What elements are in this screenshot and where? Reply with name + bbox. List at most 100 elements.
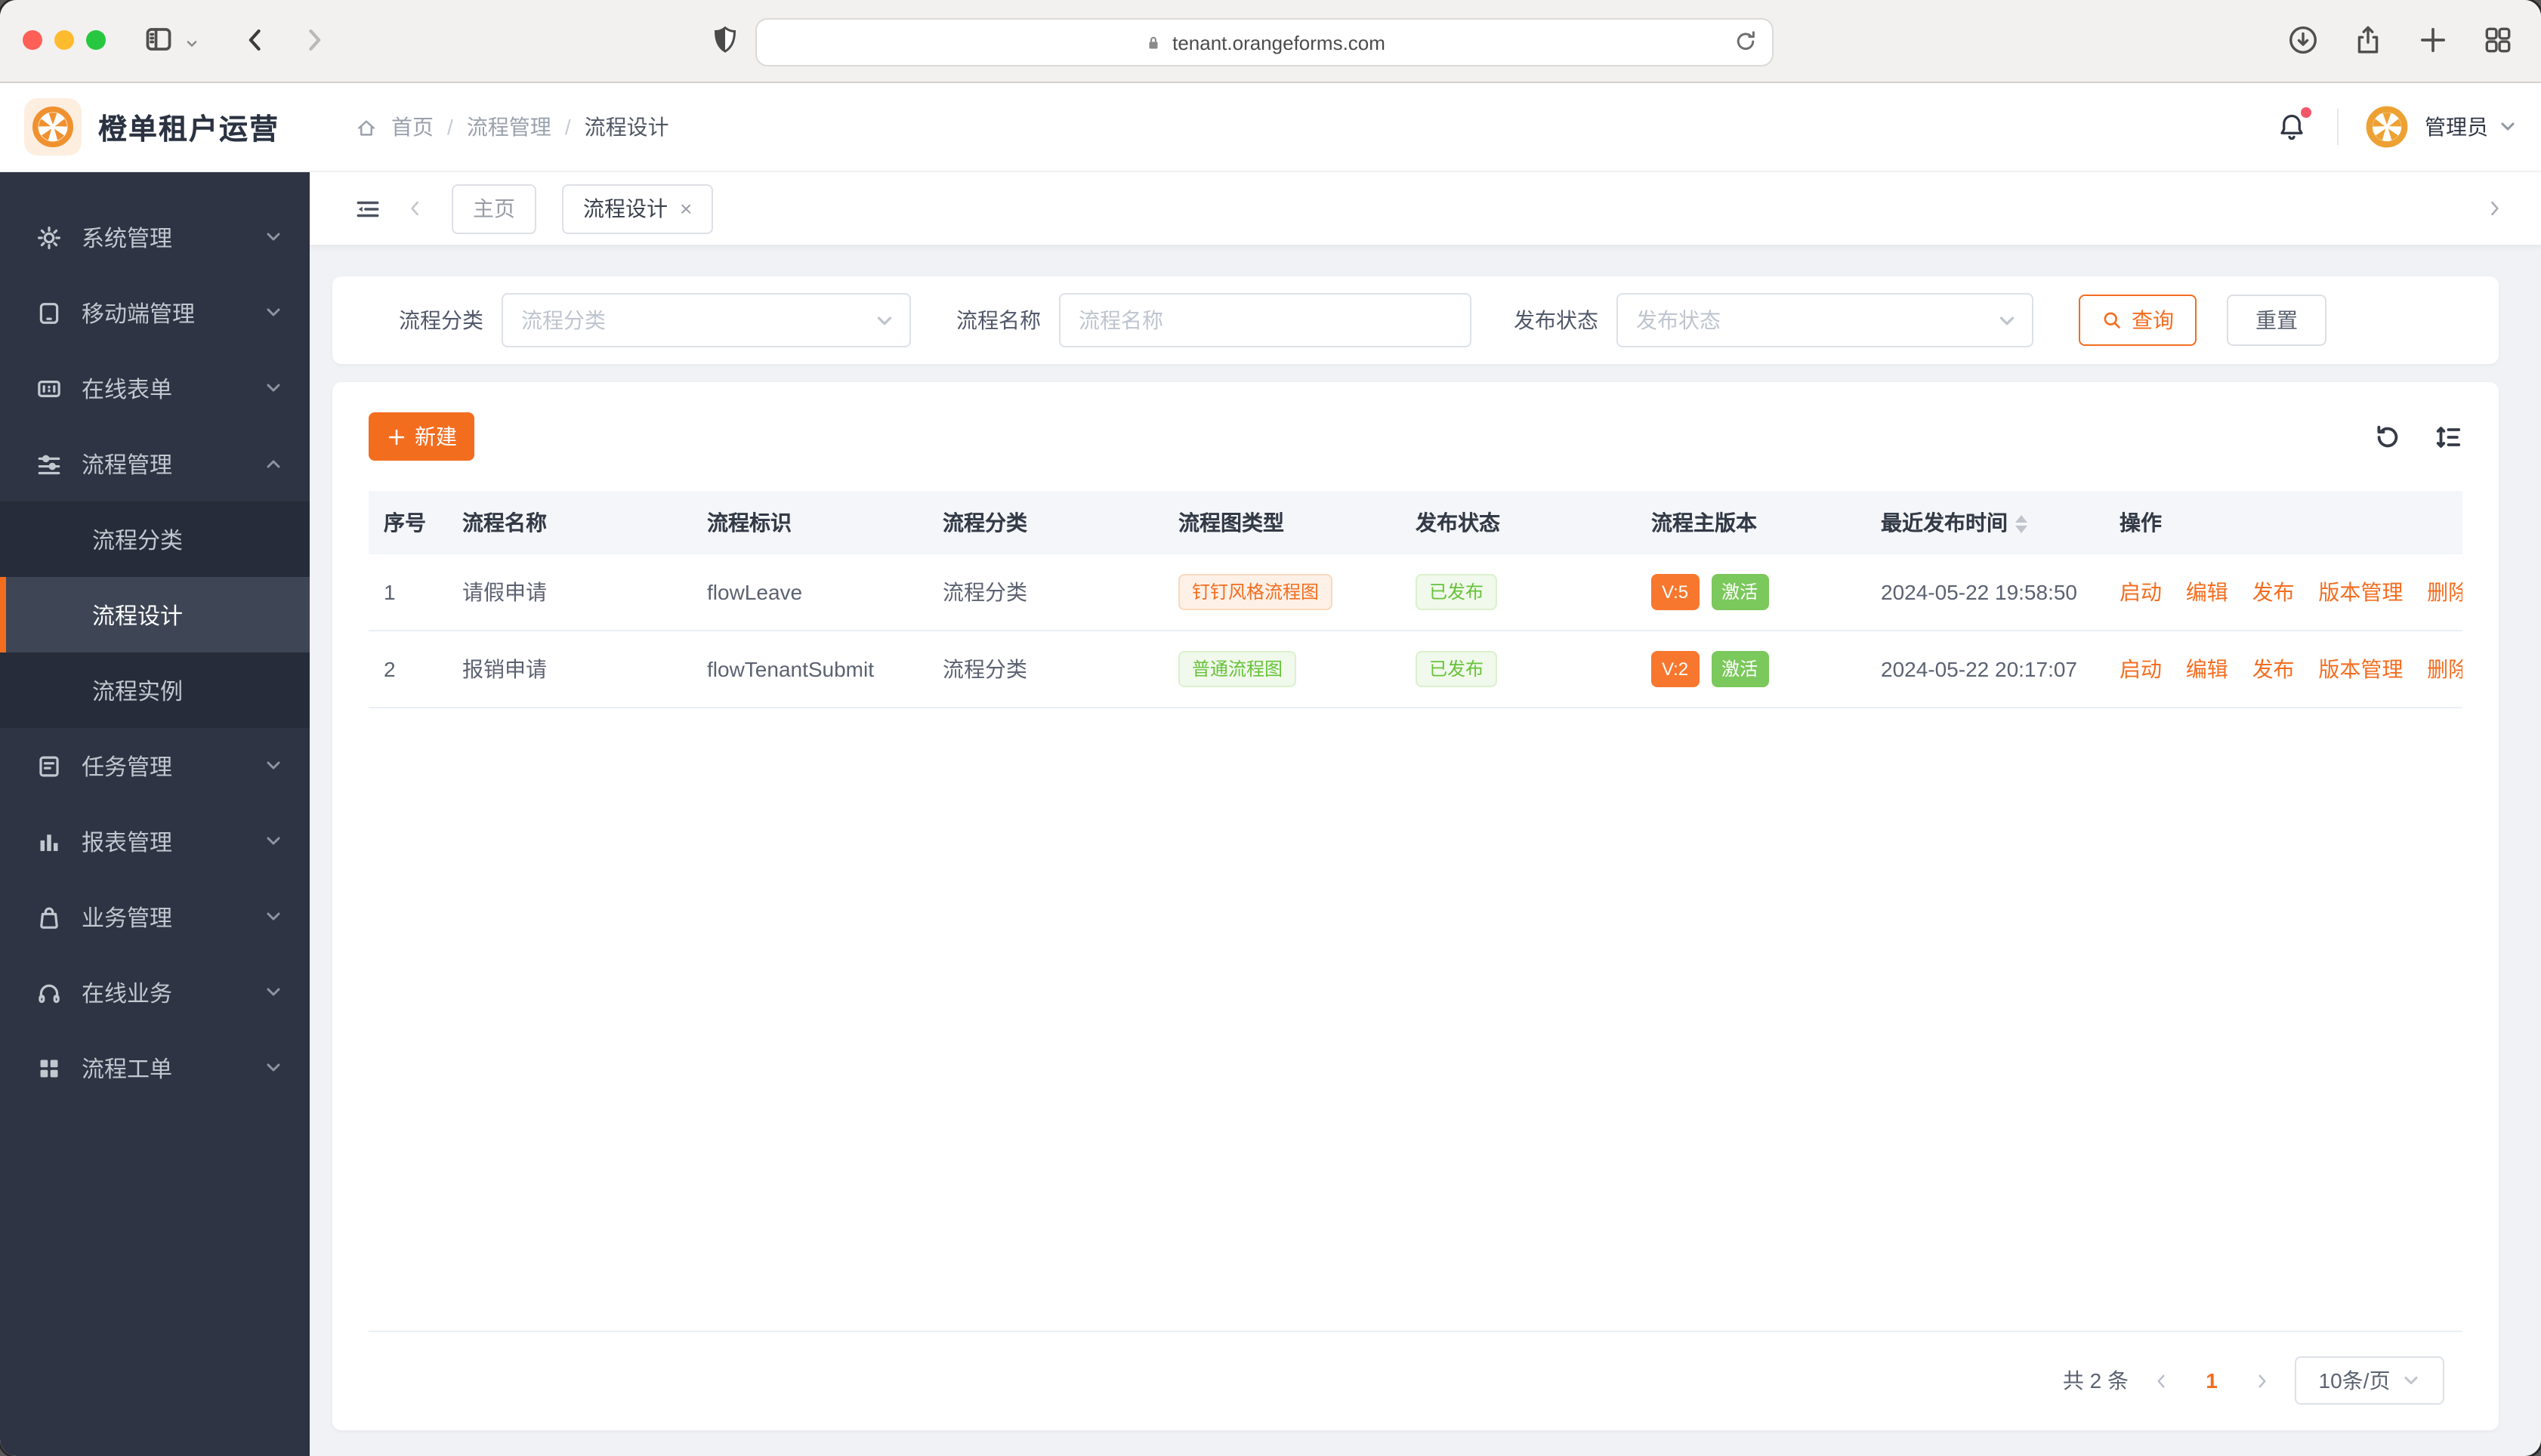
table-card: 新建 [332, 382, 2499, 1430]
url-text: tenant.orangeforms.com [1172, 31, 1385, 54]
sidebar-item-report-mgmt[interactable]: 报表管理 [0, 804, 310, 879]
version-tag: V:2 [1651, 651, 1700, 687]
sort-carets-icon[interactable] [2015, 515, 2027, 534]
version-status-tag: 激活 [1711, 574, 1769, 610]
sidebar-item-online-forms[interactable]: 在线表单 [0, 350, 310, 426]
close-tab-icon[interactable]: × [680, 196, 693, 221]
app-title: 橙单租户运营 [98, 114, 280, 146]
avatar[interactable] [2364, 104, 2410, 150]
tab-overview-icon[interactable] [2482, 24, 2514, 56]
category-select[interactable]: 流程分类 [502, 293, 911, 347]
sidebar-item-business-mgmt[interactable]: 业务管理 [0, 879, 310, 955]
action-delete[interactable]: 删除 [2427, 657, 2462, 681]
content-area: 流程分类 流程分类 流程名称 发布状态 发布状态 [310, 245, 2541, 1456]
action-start[interactable]: 启动 [2120, 580, 2162, 604]
col-diagram-type: 流程图类型 [1163, 491, 1400, 554]
sidebar-item-flow-instance[interactable]: 流程实例 [92, 679, 184, 705]
home-icon [358, 119, 375, 135]
filter-name-label: 流程名称 [956, 308, 1041, 332]
new-tab-icon[interactable] [2417, 24, 2449, 56]
sidebar-item-system-mgmt[interactable]: 系统管理 [0, 199, 310, 275]
plus-icon [387, 428, 404, 445]
breadcrumb-flow-mgmt[interactable]: 流程管理 [466, 115, 551, 139]
headset-icon [39, 983, 60, 1003]
action-version-mgmt[interactable]: 版本管理 [2318, 657, 2404, 681]
publish-status-select[interactable]: 发布状态 [1616, 293, 2033, 347]
filter-status-label: 发布状态 [1514, 308, 1598, 332]
prev-page-icon[interactable] [2151, 1371, 2171, 1390]
query-button[interactable]: 查询 [2079, 295, 2197, 346]
action-edit[interactable]: 编辑 [2185, 657, 2228, 681]
chevron-down-icon [267, 233, 280, 241]
tab-group-chevron-icon[interactable] [184, 36, 199, 51]
refresh-icon[interactable] [2373, 422, 2402, 451]
sidebar-item-flow-work-order[interactable]: 流程工单 [0, 1030, 310, 1106]
minimize-window-button[interactable] [54, 30, 74, 50]
sidebar-item-flow-design[interactable]: 流程设计 [0, 577, 310, 652]
cell-publish-time: 2024-05-22 20:17:07 [1866, 631, 2104, 708]
sidebar-item-mobile-mgmt[interactable]: 移动端管理 [0, 275, 310, 350]
flow-name-input[interactable] [1059, 293, 1471, 347]
action-start[interactable]: 启动 [2120, 657, 2162, 681]
chevron-up-icon [267, 460, 280, 468]
action-edit[interactable]: 编辑 [2185, 580, 2228, 604]
close-window-button[interactable] [23, 30, 42, 50]
cell-flow-key: flowLeave [692, 554, 928, 631]
privacy-shield-icon[interactable] [710, 24, 740, 56]
collapse-menu-icon[interactable] [355, 196, 381, 221]
sidebar: 系统管理 移动端管理 在线表单 流程管理 流程分类 [0, 172, 310, 1456]
chevron-down-icon [267, 837, 280, 845]
publish-status-tag: 已发布 [1416, 651, 1498, 687]
address-bar[interactable]: tenant.orangeforms.com [755, 18, 1774, 66]
share-icon[interactable] [2352, 24, 2384, 56]
col-index: 序号 [369, 491, 447, 554]
fullscreen-window-button[interactable] [86, 30, 106, 50]
user-name[interactable]: 管理员 [2425, 115, 2488, 139]
sidebar-item-flow-mgmt[interactable]: 流程管理 [0, 426, 310, 501]
tasks-icon [39, 755, 59, 776]
breadcrumb: 首页 / 流程管理 / 流程设计 [355, 112, 669, 142]
sliders-icon [38, 454, 60, 474]
page-size-select[interactable]: 10条/页 [2295, 1356, 2444, 1405]
back-button[interactable] [242, 26, 270, 54]
action-version-mgmt[interactable]: 版本管理 [2318, 580, 2404, 604]
sidebar-submenu-flow-mgmt: 流程分类 流程设计 流程实例 [0, 501, 310, 728]
reset-button[interactable]: 重置 [2227, 295, 2326, 346]
tabs-scroll-right-icon[interactable] [2484, 198, 2505, 219]
table-header-row: 序号 流程名称 流程标识 流程分类 流程图类型 发布状态 流程主版本 最近发布时… [369, 491, 2462, 554]
cell-publish-time: 2024-05-22 19:58:50 [1866, 554, 2104, 631]
next-page-icon[interactable] [2252, 1371, 2272, 1390]
sidebar-item-online-business[interactable]: 在线业务 [0, 955, 310, 1030]
data-table: 序号 流程名称 流程标识 流程分类 流程图类型 发布状态 流程主版本 最近发布时… [369, 491, 2462, 1332]
tab-home[interactable]: 主页 [452, 184, 536, 233]
header-divider [2337, 109, 2339, 145]
reload-icon[interactable] [1733, 29, 1758, 54]
filter-bar: 流程分类 流程分类 流程名称 发布状态 发布状态 [332, 276, 2499, 364]
new-button[interactable]: 新建 [369, 412, 474, 461]
action-delete[interactable]: 删除 [2427, 580, 2462, 604]
downloads-icon[interactable] [2287, 24, 2319, 56]
sidebar-item-flow-category[interactable]: 流程分类 [92, 528, 184, 554]
action-publish[interactable]: 发布 [2252, 657, 2295, 681]
sidebar-item-task-mgmt[interactable]: 任务管理 [0, 728, 310, 804]
browser-sidebar-icon[interactable] [144, 24, 174, 54]
notification-bell-icon[interactable] [2277, 107, 2311, 142]
row-density-icon[interactable] [2434, 422, 2462, 451]
breadcrumb-home[interactable]: 首页 [391, 115, 434, 139]
bar-chart-icon [40, 834, 58, 850]
forward-button[interactable] [299, 26, 328, 54]
tab-strip: 主页 流程设计 × [310, 172, 2541, 245]
chevron-down-icon [267, 308, 280, 316]
chevron-down-icon[interactable] [2499, 118, 2517, 136]
tab-flow-design[interactable]: 流程设计 × [562, 184, 714, 233]
action-publish[interactable]: 发布 [2252, 580, 2295, 604]
tabs-scroll-left-icon[interactable] [405, 198, 426, 219]
form-icon [38, 380, 60, 396]
chevron-down-icon [267, 912, 280, 921]
page-number[interactable]: 1 [2206, 1368, 2218, 1393]
diagram-type-tag: 钉钉风格流程图 [1178, 574, 1333, 610]
col-publish-time[interactable]: 最近发布时间 [1866, 491, 2104, 554]
publish-status-tag: 已发布 [1416, 574, 1498, 610]
